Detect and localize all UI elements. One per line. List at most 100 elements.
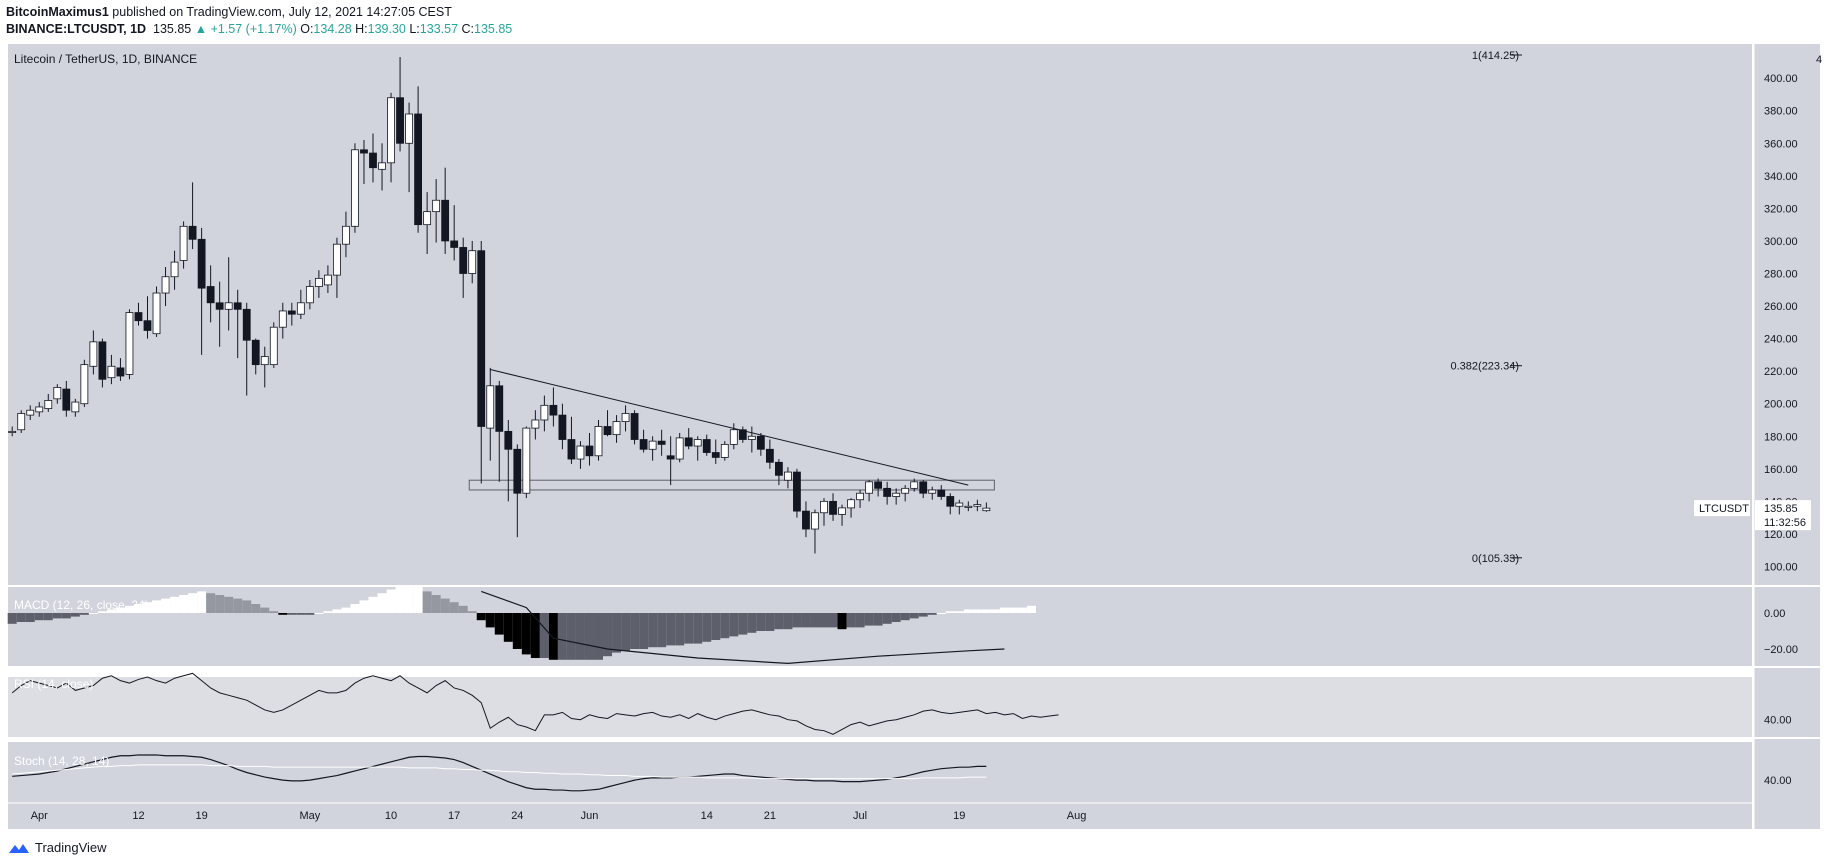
macd-histogram-bar bbox=[133, 604, 143, 613]
macd-histogram-bar bbox=[97, 611, 107, 613]
macd-tick-label: 0.00 bbox=[1764, 608, 1785, 620]
stoch-tick-label: 40.00 bbox=[1764, 775, 1792, 787]
macd-histogram-bar bbox=[476, 613, 486, 621]
candle bbox=[711, 452, 720, 458]
last-price-tag-bg bbox=[1755, 500, 1811, 531]
candle bbox=[603, 426, 612, 436]
candle bbox=[143, 320, 152, 331]
macd-histogram-bar bbox=[458, 605, 468, 613]
candle bbox=[125, 312, 134, 375]
macd-histogram-bar bbox=[323, 611, 333, 613]
candle bbox=[928, 489, 937, 494]
candle bbox=[639, 439, 648, 450]
macd-histogram-bar bbox=[972, 609, 982, 613]
tradingview-brand[interactable]: TradingView bbox=[8, 840, 107, 855]
candle bbox=[793, 471, 801, 512]
rsi-tick-label: 40.00 bbox=[1764, 715, 1792, 727]
candle bbox=[874, 481, 883, 489]
macd-histogram-bar bbox=[70, 613, 80, 617]
time-tick-label: Jul bbox=[853, 810, 867, 822]
candle bbox=[775, 461, 783, 476]
last-price-value: 135.85 bbox=[1764, 503, 1798, 515]
last-price: 135.85 bbox=[153, 22, 192, 36]
macd-signal-line bbox=[481, 590, 1005, 665]
price-tick-label: 360.00 bbox=[1764, 138, 1798, 150]
macd-histogram-bar bbox=[269, 611, 279, 613]
macd-histogram-bar bbox=[143, 602, 152, 613]
macd-histogram-bar bbox=[837, 613, 847, 630]
candle bbox=[856, 492, 864, 501]
candle bbox=[648, 440, 657, 450]
candle bbox=[811, 512, 819, 530]
candle bbox=[504, 430, 513, 450]
candle bbox=[161, 276, 170, 294]
candle bbox=[296, 302, 305, 315]
price-tick-label: 160.00 bbox=[1764, 464, 1798, 476]
macd-histogram-bar bbox=[711, 613, 721, 640]
macd-histogram-bar bbox=[377, 593, 387, 613]
macd-histogram-bar bbox=[251, 604, 261, 613]
candle bbox=[982, 507, 991, 512]
chart-header: BitcoinMaximus1 published on TradingView… bbox=[6, 4, 512, 38]
candle bbox=[305, 286, 314, 304]
candle bbox=[323, 274, 332, 286]
price-tick-label: 320.00 bbox=[1764, 203, 1798, 215]
time-tick-label: 12 bbox=[132, 810, 144, 822]
candle bbox=[98, 341, 107, 380]
macd-histogram-bar bbox=[296, 613, 306, 615]
macd-histogram-bar bbox=[801, 613, 811, 628]
candle bbox=[342, 225, 350, 245]
candle bbox=[829, 500, 837, 515]
candle bbox=[116, 367, 125, 377]
candle bbox=[747, 435, 756, 440]
macd-pane-bg bbox=[8, 587, 1752, 667]
macd-histogram-bar bbox=[936, 613, 946, 614]
price-change: ▲ +1.57 (+1.17%) bbox=[194, 22, 297, 36]
macd-histogram-bar bbox=[179, 595, 189, 613]
candle bbox=[35, 406, 44, 413]
author-name[interactable]: BitcoinMaximus1 bbox=[6, 5, 109, 19]
macd-histogram-bar bbox=[819, 613, 829, 628]
candle bbox=[675, 437, 684, 460]
price-tick-label: 240.00 bbox=[1764, 334, 1798, 346]
candle bbox=[170, 261, 179, 278]
macd-histogram-bar bbox=[891, 613, 901, 622]
macd-histogram-bar bbox=[530, 613, 540, 658]
macd-histogram-bar bbox=[657, 613, 667, 648]
candle bbox=[892, 492, 901, 497]
price-tick-label: 300.00 bbox=[1764, 236, 1798, 248]
macd-histogram-bar bbox=[990, 609, 1000, 613]
descending-trendline bbox=[490, 369, 969, 486]
candle bbox=[432, 199, 441, 213]
macd-histogram-bar bbox=[584, 613, 594, 660]
macd-histogram-bar bbox=[539, 613, 549, 658]
candle bbox=[459, 247, 468, 274]
candle bbox=[251, 339, 260, 366]
macd-histogram-bar bbox=[557, 613, 567, 660]
macd-histogram-bar bbox=[720, 613, 730, 639]
time-tick-label: May bbox=[299, 810, 320, 822]
macd-histogram-bar bbox=[783, 613, 793, 630]
price-pane-bg bbox=[8, 44, 1752, 586]
candle bbox=[450, 240, 459, 248]
candle bbox=[206, 286, 215, 304]
fib-level-label: 1(414.25) bbox=[1472, 50, 1519, 62]
scale-label: 4 bbox=[1816, 54, 1822, 66]
open-label: O: bbox=[300, 22, 314, 36]
price-tick-label: 400.00 bbox=[1764, 73, 1798, 85]
time-tick-label: Jun bbox=[581, 810, 599, 822]
price-tick-label: 200.00 bbox=[1764, 399, 1798, 411]
macd-histogram-bar bbox=[684, 613, 694, 644]
macd-histogram-bar bbox=[341, 607, 351, 613]
price-tick-label: 180.00 bbox=[1764, 431, 1798, 443]
macd-histogram-bar bbox=[25, 613, 35, 622]
candle bbox=[468, 250, 477, 274]
candle bbox=[71, 401, 80, 413]
countdown-timer: 11:32:56 bbox=[1764, 517, 1806, 529]
symbol-tag-bg bbox=[1694, 500, 1750, 517]
macd-histogram-bar bbox=[115, 607, 125, 613]
candle bbox=[919, 481, 928, 494]
candle bbox=[621, 413, 630, 423]
candle bbox=[612, 421, 621, 436]
